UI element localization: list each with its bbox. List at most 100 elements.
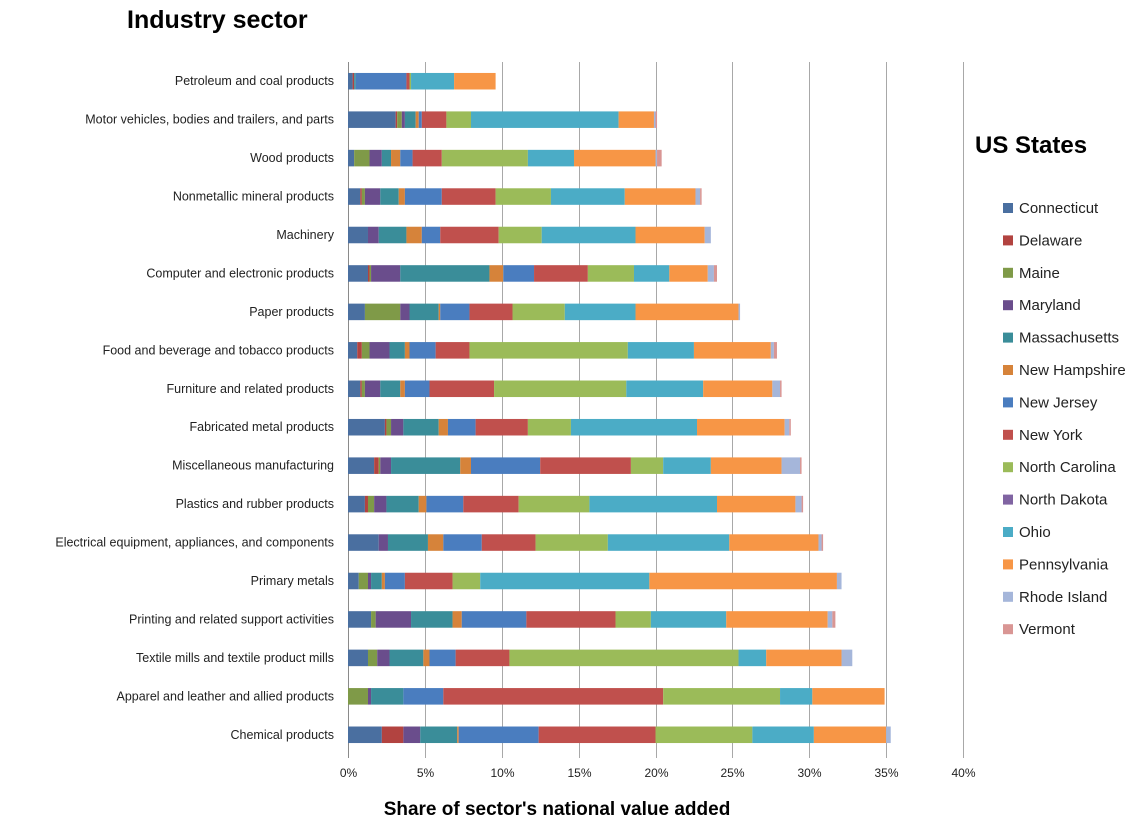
bar-segment: [352, 72, 355, 90]
bar-segment: [780, 380, 782, 398]
legend-swatch: [1003, 624, 1013, 635]
bar-segment: [348, 342, 358, 359]
bar-segment: [461, 611, 527, 628]
gridlines: [348, 62, 964, 758]
category-label: Electrical equipment, appliances, and co…: [55, 536, 334, 550]
x-tick-label: 30%: [797, 766, 821, 780]
bar-segment: [663, 457, 711, 474]
bar-segment: [380, 380, 401, 398]
bar-segment: [535, 534, 608, 551]
bar-segment: [429, 380, 495, 398]
bar-segment: [354, 72, 356, 90]
legend-swatch: [1003, 559, 1013, 570]
bar-segment: [635, 226, 705, 244]
bar-segment: [367, 649, 378, 667]
x-tick-label: 25%: [720, 766, 744, 780]
bar-segment: [364, 495, 368, 513]
bar-segment: [384, 418, 387, 436]
bar-segment: [738, 649, 767, 667]
bar-segment: [832, 611, 836, 628]
bar-segment: [655, 149, 658, 167]
bar-segment: [412, 149, 442, 167]
bar-segment: [377, 649, 390, 667]
category-label: Primary metals: [251, 574, 334, 588]
bar-segment: [469, 342, 628, 359]
category-label: Apparel and leather and allied products: [116, 689, 334, 703]
bar-segment: [348, 188, 361, 205]
bar-segment: [387, 534, 428, 551]
bar-segment: [389, 649, 424, 667]
bar-segment: [726, 611, 828, 628]
legend-swatch: [1003, 527, 1013, 537]
bar-segment: [409, 72, 412, 90]
bar-segment: [886, 726, 891, 744]
bar-segment: [400, 265, 490, 282]
bar-segment: [800, 457, 802, 474]
bar-segment: [409, 342, 436, 359]
legend-entry: Vermont: [1019, 621, 1076, 638]
legend-swatch: [1003, 494, 1013, 505]
bar-segment: [635, 303, 739, 321]
bar-segment: [669, 265, 708, 282]
bar-segment: [489, 265, 504, 282]
bar-segment: [454, 72, 496, 90]
bar-segment: [381, 572, 385, 590]
bar-segment: [512, 303, 565, 321]
bar-segment: [447, 418, 476, 436]
bar-segment: [703, 380, 773, 398]
x-tick-labels: 0% 5% 10% 15% 20% 25% 30% 35% 40%: [340, 766, 976, 780]
bar-segment: [574, 149, 656, 167]
bar-segment: [403, 418, 439, 436]
y-axis-title: Industry sector: [127, 6, 308, 34]
bar-segment: [357, 342, 362, 359]
bar-segment: [564, 303, 636, 321]
bar-segment: [836, 572, 842, 590]
bar-segment: [615, 611, 651, 628]
bar-segment: [657, 149, 662, 167]
category-label: Textile mills and textile product mills: [136, 651, 334, 665]
bar-segment: [653, 111, 656, 128]
x-tick-label: 15%: [567, 766, 591, 780]
bar-segment: [401, 111, 405, 128]
bar-segment: [589, 495, 717, 513]
bar-segment: [526, 611, 616, 628]
bar-segment: [781, 457, 801, 474]
category-label: Computer and electronic products: [146, 266, 334, 280]
bar-segment: [364, 188, 381, 205]
legend-entry: Maine: [1019, 265, 1060, 282]
legend-swatch: [1003, 591, 1013, 602]
bar-segment: [438, 418, 448, 436]
bar-segment: [421, 226, 441, 244]
bar-segment: [389, 342, 405, 359]
bar-segment: [818, 534, 822, 551]
bar-segment: [527, 418, 571, 436]
bar-segment: [391, 457, 461, 474]
legend-entry: New York: [1019, 427, 1083, 444]
bar-segment: [440, 226, 499, 244]
bar-segment: [411, 72, 455, 90]
bar-segment: [384, 572, 405, 590]
bar-segment: [415, 111, 419, 128]
bar-segment: [371, 572, 382, 590]
bar-segment: [348, 72, 353, 90]
bar-segment: [527, 149, 575, 167]
bar-segment: [607, 534, 730, 551]
bar-segment: [827, 611, 833, 628]
bar-segment: [355, 72, 407, 90]
bar-segment: [801, 495, 804, 513]
bar-segment: [348, 649, 368, 667]
bar-segment: [348, 418, 385, 436]
bar-segment: [649, 572, 837, 590]
bar-segment: [695, 188, 701, 205]
bar-segment: [374, 457, 379, 474]
legend-entry: Massachusetts: [1019, 330, 1119, 347]
x-tick-label: 40%: [951, 766, 975, 780]
bar-segment: [655, 726, 753, 744]
bar-segment: [367, 495, 375, 513]
bar-segment: [717, 495, 796, 513]
legend-swatch: [1003, 365, 1013, 375]
bar-segment: [480, 572, 650, 590]
category-label: Printing and related support activities: [129, 612, 334, 626]
bar-segment: [443, 534, 482, 551]
